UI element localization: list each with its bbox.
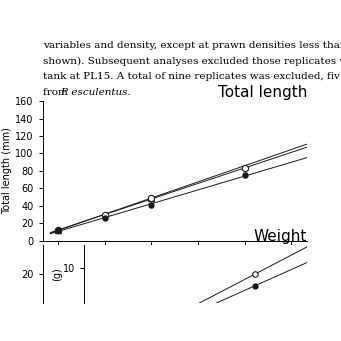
Text: P. esculentus.: P. esculentus. xyxy=(60,88,131,97)
Text: Weight: Weight xyxy=(253,229,307,244)
Text: shown). Subsequent analyses excluded those replicates with: shown). Subsequent analyses excluded tho… xyxy=(43,57,341,66)
Text: tank at PL15. A total of nine replicates was excluded, fiv: tank at PL15. A total of nine replicates… xyxy=(43,72,340,81)
Text: from: from xyxy=(43,88,74,97)
Y-axis label: Total length (mm): Total length (mm) xyxy=(2,128,12,214)
Text: variables and density, except at prawn densities less than 20: variables and density, except at prawn d… xyxy=(43,41,341,50)
Y-axis label: (g): (g) xyxy=(52,267,62,281)
Text: Total length: Total length xyxy=(218,85,307,100)
